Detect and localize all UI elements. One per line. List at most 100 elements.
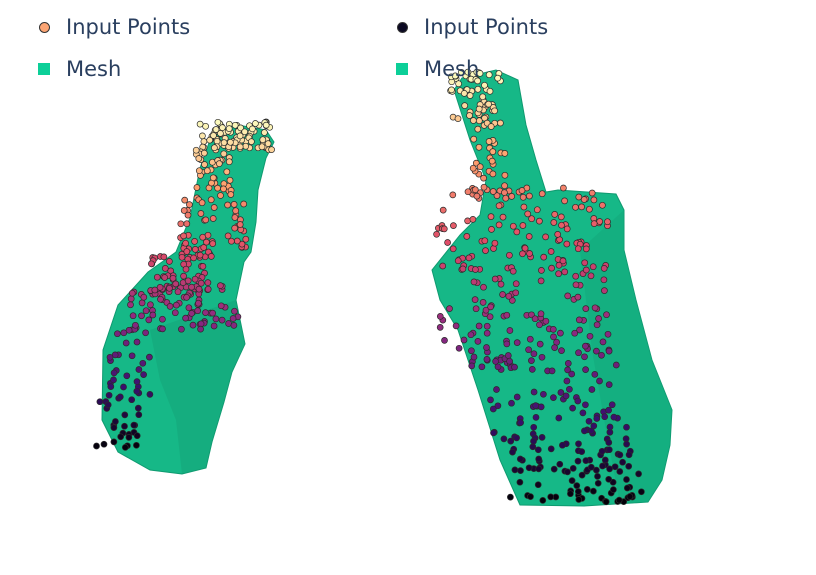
input-point [589, 263, 597, 271]
input-point [466, 92, 474, 99]
legend-item-input-points[interactable]: Input Points [392, 6, 548, 48]
input-point [248, 138, 255, 145]
input-point [517, 419, 524, 426]
input-point [195, 167, 203, 175]
input-point [236, 143, 244, 151]
input-point [564, 468, 571, 476]
input-point [547, 248, 555, 255]
input-point [209, 309, 216, 317]
input-point [573, 482, 581, 489]
input-point [507, 437, 515, 445]
input-point [148, 260, 155, 268]
input-point [183, 294, 190, 301]
input-point [200, 149, 208, 157]
input-point [459, 265, 467, 273]
input-point [214, 118, 222, 126]
input-point [519, 193, 527, 201]
input-point [536, 340, 544, 348]
input-point [180, 232, 187, 240]
input-point [199, 233, 207, 241]
input-point [476, 163, 484, 171]
input-point [564, 360, 572, 367]
input-point [602, 498, 610, 506]
legend-item-mesh[interactable]: Mesh [34, 48, 190, 90]
input-point [470, 135, 478, 143]
legend-marker-circle-icon [392, 17, 412, 37]
input-point [485, 138, 493, 145]
input-point [455, 344, 463, 352]
input-point [261, 129, 268, 136]
input-point [268, 146, 275, 153]
mesh-plot-left[interactable] [0, 0, 380, 575]
input-point [526, 192, 533, 200]
input-point [513, 228, 521, 236]
input-point [538, 190, 546, 198]
input-point [503, 340, 511, 348]
input-point [192, 146, 200, 154]
input-point [172, 280, 180, 288]
input-point [454, 257, 462, 265]
input-point [580, 196, 588, 203]
input-point [197, 210, 205, 217]
input-point [574, 245, 582, 253]
input-point [157, 295, 164, 303]
legend-item-input-points[interactable]: Input Points [34, 6, 190, 48]
input-point [231, 214, 239, 221]
input-point [195, 285, 203, 293]
input-point [557, 389, 565, 396]
input-point [561, 268, 569, 276]
mesh-plot-right[interactable] [380, 0, 816, 575]
input-point [475, 143, 483, 151]
input-point [110, 424, 118, 431]
input-point [595, 315, 602, 322]
input-point [531, 315, 539, 323]
input-point [481, 237, 489, 245]
input-point [474, 125, 482, 133]
input-point [558, 347, 565, 354]
input-point [112, 418, 119, 425]
input-point [537, 403, 545, 411]
legend-item-mesh[interactable]: Mesh [392, 48, 548, 90]
input-point [134, 404, 142, 412]
input-point [474, 338, 482, 345]
input-point [93, 442, 100, 450]
legend-label: Input Points [424, 15, 549, 39]
input-point [585, 417, 593, 425]
legend-label: Mesh [66, 57, 122, 81]
input-point [504, 352, 512, 359]
input-point [623, 423, 630, 431]
input-point [147, 301, 154, 309]
input-point [200, 244, 208, 251]
input-point [436, 324, 444, 331]
input-point [161, 274, 169, 281]
input-point [191, 275, 199, 283]
input-point [121, 444, 129, 451]
input-point [493, 386, 500, 393]
input-point [533, 206, 541, 214]
input-point [483, 322, 491, 330]
input-point [583, 486, 591, 493]
input-point [166, 303, 174, 310]
input-point [601, 456, 609, 464]
input-point [441, 337, 448, 344]
input-points-right [433, 68, 645, 506]
input-point [206, 136, 214, 144]
input-point [555, 414, 563, 422]
input-point [540, 253, 548, 261]
input-point [550, 219, 558, 226]
input-point [560, 184, 567, 192]
legend-label: Mesh [424, 57, 480, 81]
input-point [538, 353, 546, 361]
input-point [625, 451, 633, 459]
input-point [195, 155, 203, 162]
input-point [542, 317, 550, 325]
input-point [236, 132, 244, 140]
input-point [476, 70, 484, 77]
legend-left: Input Points Mesh [34, 6, 190, 90]
input-point [489, 148, 497, 155]
input-point [470, 353, 478, 361]
input-point [177, 220, 185, 228]
input-point [217, 302, 225, 310]
input-point [525, 346, 532, 354]
input-point [558, 221, 565, 229]
